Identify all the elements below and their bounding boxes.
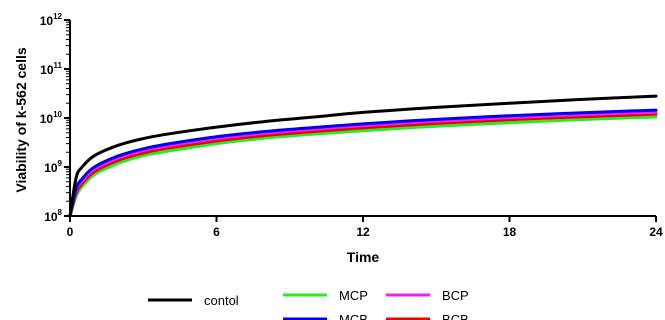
legend-item-bcp: BCP <box>386 288 469 303</box>
x-tick-label: 12 <box>356 225 370 239</box>
series-line-mcp <box>68 115 658 218</box>
series-line-bcp <box>68 110 658 218</box>
x-tick-label: 0 <box>67 225 74 239</box>
legend: contol MCP BCP MCB BCB <box>148 288 469 320</box>
legend-label: MCB <box>339 312 368 320</box>
y-tick-label: 108 <box>44 208 62 224</box>
legend-item-bcb: BCB <box>386 312 469 320</box>
x-axis-title: Time <box>347 249 380 265</box>
y-tick-label: 1012 <box>40 12 63 28</box>
x-tick-label: 24 <box>649 225 663 239</box>
series-line-bcb <box>68 112 658 218</box>
legend-label: contol <box>204 293 239 308</box>
series-layer <box>68 94 658 218</box>
ticks-layer: 0 6 12 18 24 108 109 1010 1011 1012 <box>40 12 663 239</box>
series-line-contol <box>68 94 658 218</box>
y-axis-title: Viability of k-562 cells <box>13 47 29 192</box>
x-tick-label: 6 <box>213 225 220 239</box>
x-tick-label: 18 <box>503 225 517 239</box>
series-line-mcb <box>68 108 658 218</box>
y-tick-label: 1010 <box>40 110 63 126</box>
legend-item-mcp: MCP <box>283 288 368 303</box>
legend-label: MCP <box>339 288 368 303</box>
legend-item-mcb: MCB <box>283 312 368 320</box>
legend-label: BCP <box>442 288 469 303</box>
legend-label: BCB <box>442 312 469 320</box>
legend-item-contol: contol <box>148 293 239 308</box>
y-tick-label: 1011 <box>40 61 62 77</box>
y-tick-label: 109 <box>44 159 62 175</box>
